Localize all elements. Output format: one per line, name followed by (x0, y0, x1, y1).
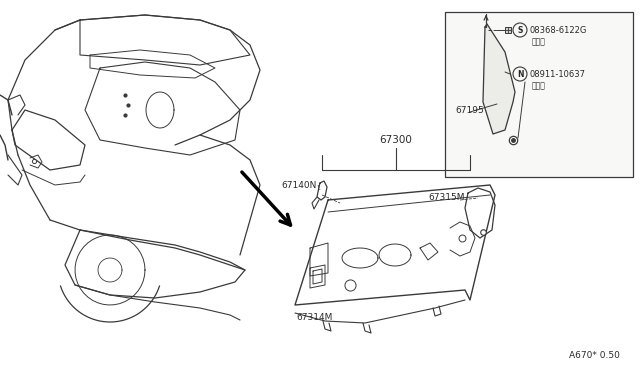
Text: 67140N: 67140N (282, 180, 317, 189)
Text: N: N (516, 70, 524, 78)
Polygon shape (483, 24, 515, 134)
Text: 67195: 67195 (455, 106, 484, 115)
Text: 67300: 67300 (380, 135, 412, 145)
Text: 67314M: 67314M (296, 314, 332, 323)
Text: A670* 0.50: A670* 0.50 (569, 351, 620, 360)
Text: （１）: （１） (532, 81, 546, 90)
Bar (445, 12, 633, 177)
Text: （１）: （１） (532, 38, 546, 46)
Text: 08911-10637: 08911-10637 (530, 70, 586, 78)
Text: 08368-6122G: 08368-6122G (530, 26, 588, 35)
Text: S: S (517, 26, 523, 35)
Text: 67315M: 67315M (428, 192, 465, 202)
